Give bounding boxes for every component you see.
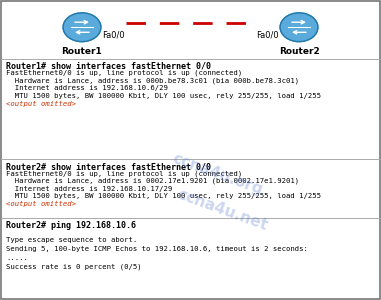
Text: Sending 5, 100-byte ICMP Echos to 192.168.10.6, timeout is 2 seconds:: Sending 5, 100-byte ICMP Echos to 192.16… [6,246,308,252]
Text: Hardware is Lance, address is 0002.17e1.9201 (bia 0002.17e1.9201): Hardware is Lance, address is 0002.17e1.… [6,178,299,184]
Text: Router1: Router1 [62,47,102,56]
Ellipse shape [63,13,101,42]
Text: ccna4u.net: ccna4u.net [175,187,269,233]
Ellipse shape [280,13,318,42]
Text: Type escape sequence to abort.: Type escape sequence to abort. [6,237,137,243]
Text: Router2: Router2 [279,47,319,56]
Text: <output omitted>: <output omitted> [6,201,76,207]
Text: <output omitted>: <output omitted> [6,100,76,106]
Text: Fa0/0: Fa0/0 [256,30,279,39]
Text: Fa0/0: Fa0/0 [102,30,125,39]
Text: Internet address is 192.168.10.6/29: Internet address is 192.168.10.6/29 [6,85,168,91]
Text: Hardware is Lance, address is 000b.be78.3c01 (bia 000b.be78.3c01): Hardware is Lance, address is 000b.be78.… [6,77,299,84]
Text: Success rate is 0 percent (0/5): Success rate is 0 percent (0/5) [6,263,142,270]
Text: MTU 1500 bytes, BW 100000 Kbit, DLY 100 usec, rely 255/255, load 1/255: MTU 1500 bytes, BW 100000 Kbit, DLY 100 … [6,193,321,199]
Text: .....: ..... [6,255,28,261]
Text: Router1# show interfaces fastEthernet 0/0: Router1# show interfaces fastEthernet 0/… [6,61,211,70]
Text: FastEthernet0/0 is up, line protocol is up (connected): FastEthernet0/0 is up, line protocol is … [6,70,242,76]
Text: ccna4u.org: ccna4u.org [170,151,264,197]
Text: FastEthernet0/0 is up, line protocol is up (connected): FastEthernet0/0 is up, line protocol is … [6,170,242,177]
Text: MTU 1500 bytes, BW 100000 Kbit, DLY 100 usec, rely 255/255, load 1/255: MTU 1500 bytes, BW 100000 Kbit, DLY 100 … [6,93,321,99]
Text: Internet address is 192.168.10.17/29: Internet address is 192.168.10.17/29 [6,186,172,192]
Text: Router2# show interfaces fastEthernet 0/0: Router2# show interfaces fastEthernet 0/… [6,162,211,171]
Text: Router2# ping 192.168.10.6: Router2# ping 192.168.10.6 [6,220,136,230]
